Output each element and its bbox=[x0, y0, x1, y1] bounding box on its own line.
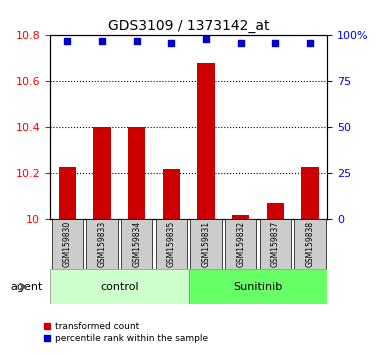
Bar bbox=[59, 166, 76, 219]
FancyBboxPatch shape bbox=[294, 219, 325, 269]
Bar bbox=[232, 215, 249, 219]
FancyBboxPatch shape bbox=[259, 219, 291, 269]
Point bbox=[134, 38, 140, 44]
Title: GDS3109 / 1373142_at: GDS3109 / 1373142_at bbox=[108, 19, 270, 33]
Bar bbox=[266, 203, 284, 219]
Text: Sunitinib: Sunitinib bbox=[233, 282, 283, 292]
FancyBboxPatch shape bbox=[190, 219, 222, 269]
Legend: transformed count, percentile rank within the sample: transformed count, percentile rank withi… bbox=[43, 322, 208, 343]
Text: GSM159834: GSM159834 bbox=[132, 221, 141, 267]
Bar bbox=[197, 63, 215, 219]
Text: GSM159835: GSM159835 bbox=[167, 221, 176, 267]
Point bbox=[203, 36, 209, 42]
Text: GSM159833: GSM159833 bbox=[97, 221, 107, 267]
Bar bbox=[93, 127, 111, 219]
FancyBboxPatch shape bbox=[225, 219, 256, 269]
Bar bbox=[128, 127, 145, 219]
Text: GSM159838: GSM159838 bbox=[305, 221, 315, 267]
FancyBboxPatch shape bbox=[189, 269, 327, 304]
Point bbox=[272, 40, 278, 46]
FancyBboxPatch shape bbox=[50, 269, 189, 304]
Text: control: control bbox=[100, 282, 139, 292]
FancyBboxPatch shape bbox=[156, 219, 187, 269]
Bar bbox=[301, 166, 318, 219]
Text: GSM159830: GSM159830 bbox=[63, 221, 72, 267]
Text: agent: agent bbox=[10, 282, 42, 292]
Point bbox=[168, 40, 174, 46]
FancyBboxPatch shape bbox=[121, 219, 152, 269]
Point bbox=[307, 40, 313, 46]
Point bbox=[99, 38, 105, 44]
Text: GSM159832: GSM159832 bbox=[236, 221, 245, 267]
Text: GSM159831: GSM159831 bbox=[201, 221, 211, 267]
Point bbox=[238, 40, 244, 46]
FancyBboxPatch shape bbox=[86, 219, 118, 269]
Bar bbox=[162, 169, 180, 219]
Text: GSM159837: GSM159837 bbox=[271, 221, 280, 267]
Point bbox=[64, 38, 70, 44]
FancyBboxPatch shape bbox=[52, 219, 83, 269]
